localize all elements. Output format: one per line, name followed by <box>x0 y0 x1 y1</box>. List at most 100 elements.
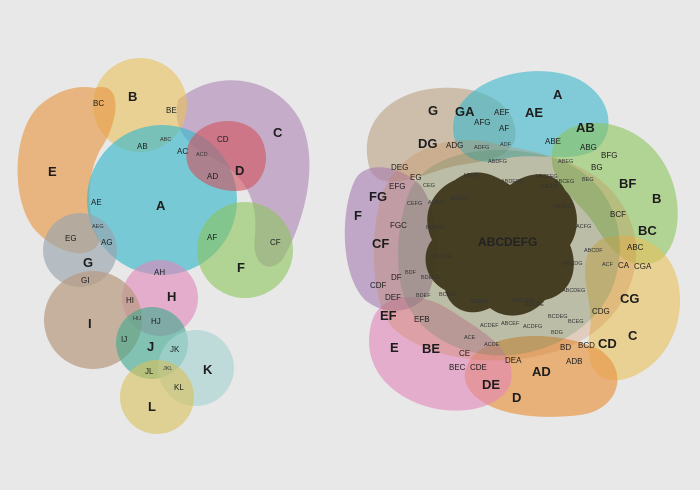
right-label-deg: DEG <box>391 163 408 172</box>
right-tiny-beg: BEG <box>582 177 594 183</box>
center-label-abcdefg: ABCDEFG <box>478 235 537 249</box>
left-label-jkl: JKL <box>163 366 172 372</box>
right-tiny-bcefg: BCEFG <box>426 225 445 231</box>
right-label-bcd: BCD <box>578 341 595 350</box>
right-label-ad: AD <box>532 364 551 379</box>
left-venn-diagram: B BC BE C CD ABC AB AC ACD D AD E A AE A… <box>17 58 310 434</box>
right-tiny-bdg: BDG <box>551 330 563 336</box>
left-label-b: B <box>128 89 137 104</box>
right-label-dea: DEA <box>505 356 522 365</box>
right-tiny-acde: ACDE <box>484 342 500 348</box>
left-label-c: C <box>273 125 283 140</box>
right-label-abc: ABC <box>627 243 644 252</box>
right-tiny-abcfg: ABCFG <box>553 204 572 210</box>
left-label-g: G <box>83 255 93 270</box>
right-label-g: G <box>428 103 438 118</box>
left-label-jl: JL <box>145 367 154 376</box>
right-tiny-aefg: AEFG <box>463 173 478 179</box>
right-tiny-abcefg: ABCEFG <box>535 174 558 180</box>
left-label-j: J <box>147 339 154 354</box>
right-tiny-bdef: BDEF <box>416 293 431 299</box>
left-label-cd: CD <box>217 135 229 144</box>
left-label-e: E <box>48 164 57 179</box>
right-label-bec: BEC <box>449 363 466 372</box>
right-label-def: DEF <box>385 293 401 302</box>
left-label-be: BC <box>93 99 104 108</box>
right-label-f: F <box>354 208 362 223</box>
right-tiny-acefg: ACEFG <box>450 196 469 202</box>
right-tiny-bcdef: BCDEF <box>439 292 458 298</box>
right-tiny-abeg: ABEG <box>558 159 573 165</box>
right-label-ga: GA <box>455 104 475 119</box>
right-label-bd: BD <box>560 343 571 352</box>
left-label-abc: ABC <box>160 137 171 143</box>
right-tiny-abcef: ABCEF <box>501 321 520 327</box>
right-label-e: E <box>390 340 399 355</box>
right-label-adb: ADB <box>566 357 582 366</box>
left-label-hij: HIJ <box>133 316 142 322</box>
right-tiny-bceg: BCEG <box>568 319 584 325</box>
right-tiny-cefg: CEFG <box>407 201 422 207</box>
right-label-dg: DG <box>418 136 438 151</box>
right-label-cd: CD <box>598 336 617 351</box>
left-label-hi: HI <box>126 296 134 305</box>
left-label-cf: CF <box>270 238 281 247</box>
left-label-ah: AH <box>154 268 165 277</box>
set-c-petal <box>584 235 680 381</box>
right-tiny-bdf: BDF <box>405 270 417 276</box>
right-label-afg: AFG <box>474 118 490 127</box>
right-label-eg: EG <box>410 173 422 182</box>
right-label-bg: BG <box>591 163 603 172</box>
right-venn-diagram: ABCDEFG A B C D E F G AB AE BF BC CG CD … <box>344 71 680 417</box>
set-l-region <box>120 360 194 434</box>
right-label-aef: AEF <box>494 108 510 117</box>
right-label-ce: CE <box>459 349 470 358</box>
set-f-region <box>197 202 293 298</box>
right-tiny-abcde: ABCDE <box>525 302 544 308</box>
right-label-fg: FG <box>369 189 387 204</box>
right-label-ab: AB <box>576 120 595 135</box>
left-label-ij: IJ <box>121 335 127 344</box>
right-tiny-aceg: ACEG <box>428 200 444 206</box>
right-label-cdf: CDF <box>370 281 387 290</box>
right-tiny-acf: ACF <box>602 262 614 268</box>
set-b-petal <box>551 122 678 265</box>
right-tiny-abceg: ABCEG <box>555 179 574 185</box>
right-label-fgc: FGC <box>390 221 407 230</box>
right-tiny-bcdeg: BCDEG <box>548 314 568 320</box>
right-tiny-bdefg: BDEFG <box>421 275 440 281</box>
left-label-hj: HJ <box>151 317 161 326</box>
right-tiny-adf: ADF <box>500 142 512 148</box>
left-label-i: I <box>88 316 92 331</box>
right-label-cga: CGA <box>634 262 652 271</box>
set-e-petal <box>369 296 512 411</box>
right-label-cdg: CDG <box>592 307 610 316</box>
right-label-af: AF <box>499 124 509 133</box>
right-label-bf: BF <box>619 176 636 191</box>
center-abcdefg-region <box>425 172 577 316</box>
set-g-region <box>43 213 117 287</box>
right-label-ef: EF <box>380 308 397 323</box>
right-label-bcf: BCF <box>610 210 626 219</box>
right-tiny-abcdfg: ABCDFG <box>512 298 535 304</box>
right-tiny-abcdg: ABCDG <box>563 261 583 267</box>
right-tiny-cdefg: CDEFG <box>539 184 558 190</box>
left-label-ad: AD <box>207 172 218 181</box>
left-label-ae: AE <box>91 198 102 207</box>
right-label-cg: CG <box>620 291 640 306</box>
left-label-k: K <box>203 362 213 377</box>
right-label-efg: EFG <box>389 182 405 191</box>
left-label-bc: BE <box>166 106 177 115</box>
left-label-af: AF <box>207 233 217 242</box>
left-label-gi: GI <box>81 276 89 285</box>
right-label-d: D <box>512 390 521 405</box>
left-label-d: D <box>235 163 244 178</box>
left-label-h: H <box>167 289 176 304</box>
right-tiny-abdfg: ABDFG <box>488 159 507 165</box>
set-f-petal <box>344 167 437 311</box>
left-label-kl: KL <box>174 383 184 392</box>
right-label-bc: BC <box>638 223 657 238</box>
right-label-adg: ADG <box>446 141 463 150</box>
right-tiny-abcdf: ABCDF <box>584 248 603 254</box>
